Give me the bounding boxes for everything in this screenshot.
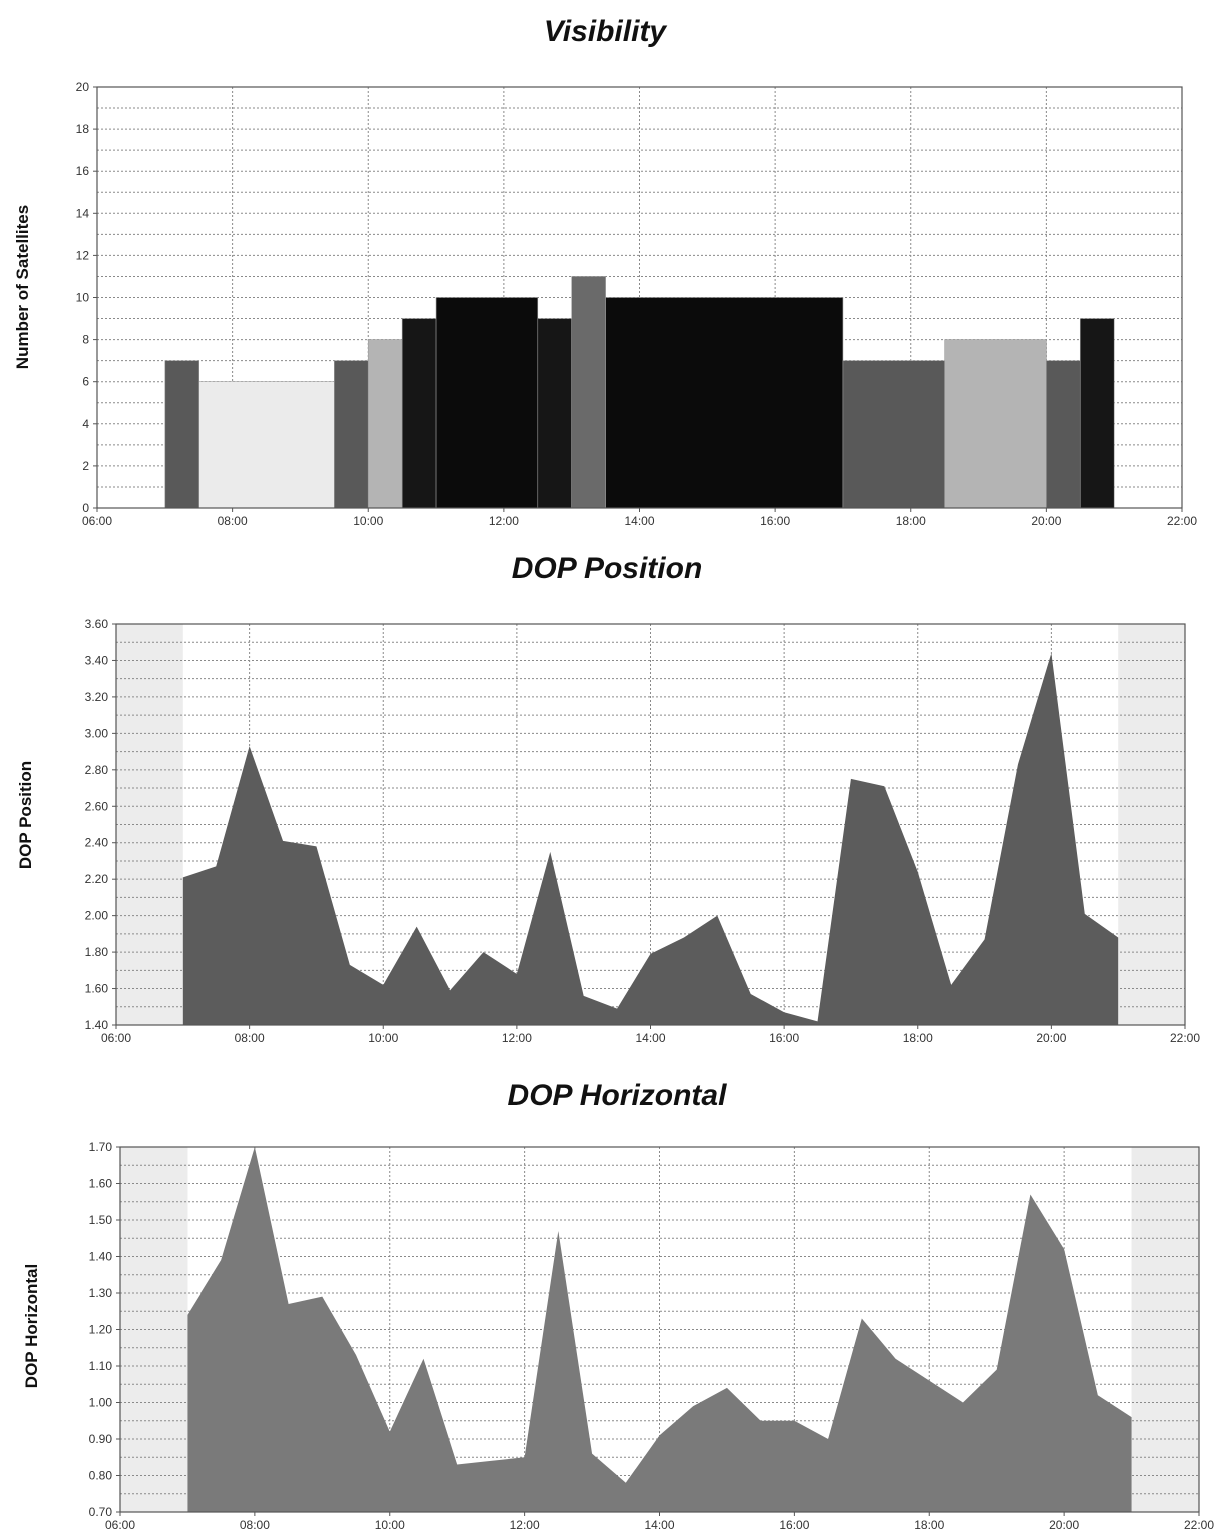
y-tick-label: 4 <box>82 417 89 431</box>
y-tick-label: 3.20 <box>85 690 109 704</box>
x-tick-label: 10:00 <box>368 1031 398 1045</box>
plot-area: 0 2 4 6 8 10 12 14 16 18 20 06:00 08:00 10:00 12:00 14:… <box>76 80 1198 528</box>
x-tick-label: 12:00 <box>489 514 519 528</box>
bar <box>367 339 403 509</box>
y-tick-label: 18 <box>76 122 90 136</box>
x-tick-label: 10:00 <box>353 514 383 528</box>
y-tick-label: 2 <box>82 459 89 473</box>
y-tick-label: 1.30 <box>89 1286 113 1300</box>
y-tick-label: 2.80 <box>85 763 109 777</box>
y-tick-label: 3.60 <box>85 617 109 631</box>
x-tick-label: 14:00 <box>624 514 654 528</box>
y-tick-label: 3.40 <box>85 653 109 667</box>
bar <box>842 360 945 509</box>
y-axis-label: DOP Horizontal <box>22 1264 41 1388</box>
x-tick-label: 20:00 <box>1031 514 1061 528</box>
y-tick-label: 0 <box>82 501 89 515</box>
bar <box>334 360 369 509</box>
y-tick-label: 0.80 <box>89 1469 113 1483</box>
x-tick-label: 16:00 <box>779 1518 809 1532</box>
x-tick-label: 14:00 <box>644 1518 674 1532</box>
y-tick-label: 1.10 <box>89 1359 113 1373</box>
y-tick-label: 1.40 <box>89 1250 113 1264</box>
bar <box>1046 360 1081 509</box>
y-tick-label: 2.00 <box>85 909 109 923</box>
y-tick-label: 2.40 <box>85 836 109 850</box>
x-tick-label: 18:00 <box>896 514 926 528</box>
y-axis-label: Number of Satellites <box>13 205 32 369</box>
y-tick-label: 1.60 <box>85 982 109 996</box>
x-tick-label: 22:00 <box>1167 514 1197 528</box>
x-tick-label: 18:00 <box>914 1518 944 1532</box>
bar <box>537 318 572 509</box>
x-tick-label: 16:00 <box>769 1031 799 1045</box>
y-tick-label: 10 <box>76 291 90 305</box>
y-tick-label: 16 <box>76 164 90 178</box>
x-tick-label: 14:00 <box>635 1031 665 1045</box>
chart-title: Visibility <box>544 15 668 48</box>
x-tick-label: 12:00 <box>510 1518 540 1532</box>
bar <box>571 276 606 509</box>
y-tick-label: 0.90 <box>89 1432 113 1446</box>
area-series <box>187 1147 1132 1512</box>
plot-area: 0.70 0.80 0.90 1.00 1.10 1.20 1.30 1.40 1.50 1.60… <box>89 1140 1215 1532</box>
y-tick-label: 2.60 <box>85 799 109 813</box>
y-tick-label: 1.20 <box>89 1323 113 1337</box>
bar <box>198 381 335 509</box>
bar <box>944 339 1047 509</box>
y-tick-label: 20 <box>76 80 90 94</box>
plot-area: 1.40 1.60 1.80 2.00 2.20 2.40 2.60 2.80 3.00 3.20… <box>85 617 1201 1045</box>
area-series <box>182 653 1119 1025</box>
x-tick-label: 06:00 <box>82 514 112 528</box>
x-tick-label: 20:00 <box>1036 1031 1066 1045</box>
x-tick-label: 12:00 <box>502 1031 532 1045</box>
dop-position-chart: DOP Position DOP Position 1.40 1.60 1.80 2.… <box>16 552 1200 1045</box>
y-tick-label: 14 <box>76 206 90 220</box>
y-tick-label: 0.70 <box>89 1505 113 1519</box>
y-tick-label: 1.70 <box>89 1140 113 1154</box>
y-tick-label: 6 <box>82 375 89 389</box>
visibility-chart: Visibility Number of Satellites 0 2 4 6 8 10 1… <box>13 15 1197 528</box>
y-tick-label: 2.20 <box>85 872 109 886</box>
y-tick-label: 8 <box>82 333 89 347</box>
dop-horizontal-chart: DOP Horizontal DOP Horizontal 0.700.800.… <box>22 1079 1214 1532</box>
y-tick-label: 1.80 <box>85 945 109 959</box>
x-tick-label: 22:00 <box>1170 1031 1200 1045</box>
bar <box>1079 318 1115 509</box>
x-tick-label: 08:00 <box>235 1031 265 1045</box>
x-tick-label: 06:00 <box>105 1518 135 1532</box>
x-tick-label: 22:00 <box>1184 1518 1214 1532</box>
bar <box>435 297 539 509</box>
bar <box>401 318 437 509</box>
x-tick-label: 08:00 <box>218 514 248 528</box>
chart-title: DOP Horizontal <box>508 1079 728 1112</box>
bar <box>164 360 200 509</box>
x-tick-label: 16:00 <box>760 514 790 528</box>
y-tick-label: 1.60 <box>89 1177 113 1191</box>
x-tick-label: 06:00 <box>101 1031 131 1045</box>
x-tick-label: 18:00 <box>903 1031 933 1045</box>
chart-title: DOP Position <box>512 552 703 585</box>
x-tick-label: 20:00 <box>1049 1518 1079 1532</box>
y-tick-label: 3.00 <box>85 726 109 740</box>
y-tick-label: 12 <box>76 248 90 262</box>
y-tick-label: 1.00 <box>89 1396 113 1410</box>
y-axis-label: DOP Position <box>16 761 35 869</box>
bar <box>605 297 844 509</box>
x-tick-label: 08:00 <box>240 1518 270 1532</box>
y-tick-label: 1.50 <box>89 1213 113 1227</box>
y-tick-label: 1.40 <box>85 1018 109 1032</box>
x-tick-label: 10:00 <box>375 1518 405 1532</box>
